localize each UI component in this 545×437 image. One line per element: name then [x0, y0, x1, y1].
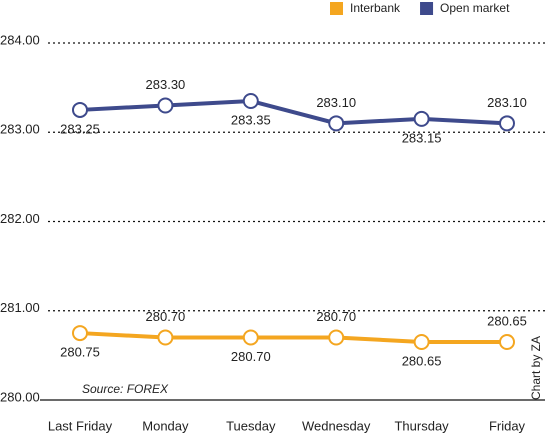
value-label: 283.15	[402, 130, 442, 145]
source-note: Source: FOREX	[82, 382, 169, 396]
marker	[242, 93, 259, 110]
marker	[157, 97, 174, 114]
marker	[499, 115, 515, 132]
value-label: 283.25	[60, 121, 100, 136]
x-tick-label: Friday	[489, 418, 526, 433]
x-tick-label: Thursday	[394, 418, 449, 433]
marker	[499, 333, 515, 350]
legend-swatch	[420, 2, 434, 15]
marker	[72, 101, 88, 118]
y-tick-label: 283.00	[0, 122, 40, 137]
x-tick-label: Last Friday	[48, 418, 113, 433]
value-label: 283.30	[146, 77, 186, 92]
value-label: 280.70	[231, 349, 271, 364]
value-label: 283.10	[487, 95, 527, 110]
marker	[72, 325, 88, 342]
marker	[328, 115, 345, 132]
y-tick-label: 282.00	[0, 211, 40, 226]
x-tick-label: Wednesday	[302, 418, 371, 433]
x-tick-label: Tuesday	[226, 418, 276, 433]
line	[79, 331, 507, 344]
legend-swatch	[330, 2, 343, 15]
value-label: 280.70	[146, 309, 186, 324]
credit: Chart by ZA	[529, 336, 543, 400]
y-tick-label: 280.00	[0, 389, 40, 404]
marker	[413, 110, 430, 127]
marker	[328, 329, 345, 346]
line	[79, 98, 508, 126]
y-tick-label: 284.00	[0, 32, 40, 47]
marker	[157, 329, 174, 346]
value-label: 280.70	[316, 309, 356, 324]
legend-label: Open market	[440, 1, 510, 15]
value-label: 280.65	[487, 313, 527, 328]
value-label: 283.10	[316, 95, 356, 110]
value-label: 280.75	[60, 345, 100, 360]
x-tick-label: Monday	[142, 418, 189, 433]
value-label: 280.65	[402, 353, 442, 368]
y-tick-label: 281.00	[0, 300, 40, 315]
value-label: 283.35	[231, 112, 271, 127]
marker	[242, 329, 259, 346]
legend-label: Interbank	[350, 1, 401, 15]
marker	[413, 333, 430, 350]
